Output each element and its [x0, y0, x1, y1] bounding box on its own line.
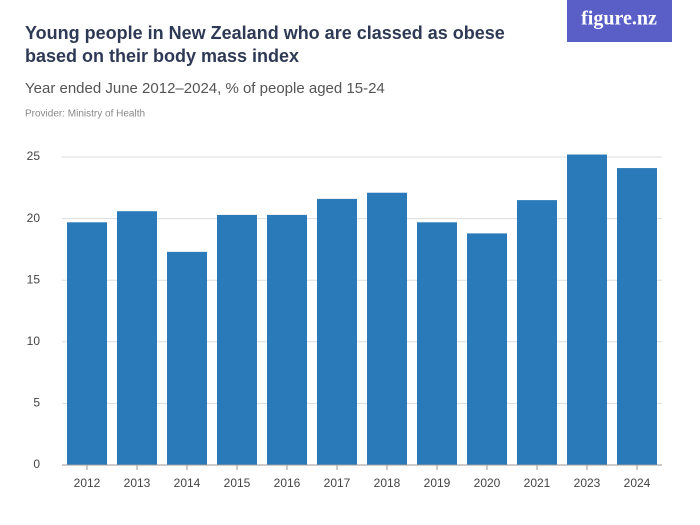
- y-tick-label: 25: [27, 149, 41, 163]
- bar: [267, 214, 307, 465]
- bar: [167, 251, 207, 465]
- logo: figure.nz: [581, 8, 657, 30]
- x-tick-label: 2023: [574, 476, 601, 490]
- bar: [567, 154, 607, 465]
- x-tick-label: 2014: [174, 476, 201, 490]
- x-tick-label: 2017: [324, 476, 351, 490]
- y-tick-label: 5: [33, 396, 40, 410]
- bar: [417, 222, 457, 465]
- chart-title: Young people in New Zealand who are clas…: [25, 23, 505, 66]
- bar: [517, 200, 557, 465]
- x-tick-label: 2013: [124, 476, 151, 490]
- x-tick-label: 2018: [374, 476, 401, 490]
- y-tick-label: 20: [27, 211, 41, 225]
- x-tick-label: 2021: [524, 476, 551, 490]
- x-tick-label: 2016: [274, 476, 301, 490]
- bar: [467, 233, 507, 465]
- title-box: Young people in New Zealand who are clas…: [25, 23, 505, 66]
- x-tick-label: 2015: [224, 476, 251, 490]
- bar: [67, 222, 107, 465]
- x-tick-label: 2020: [474, 476, 501, 490]
- bar: [367, 192, 407, 465]
- bar: [617, 168, 657, 465]
- bar: [317, 198, 357, 465]
- y-tick-label: 0: [33, 457, 40, 471]
- y-tick-label: 15: [27, 272, 41, 286]
- x-tick-label: 2012: [74, 476, 101, 490]
- provider: Provider: Ministry of Health: [25, 109, 145, 120]
- subtitle: Year ended June 2012–2024, % of people a…: [25, 80, 385, 97]
- logo-box: [567, 0, 672, 42]
- y-tick-label: 10: [27, 334, 41, 348]
- bar: [217, 214, 257, 465]
- x-tick-label: 2024: [624, 476, 651, 490]
- bar: [117, 211, 157, 465]
- x-tick-label: 2019: [424, 476, 451, 490]
